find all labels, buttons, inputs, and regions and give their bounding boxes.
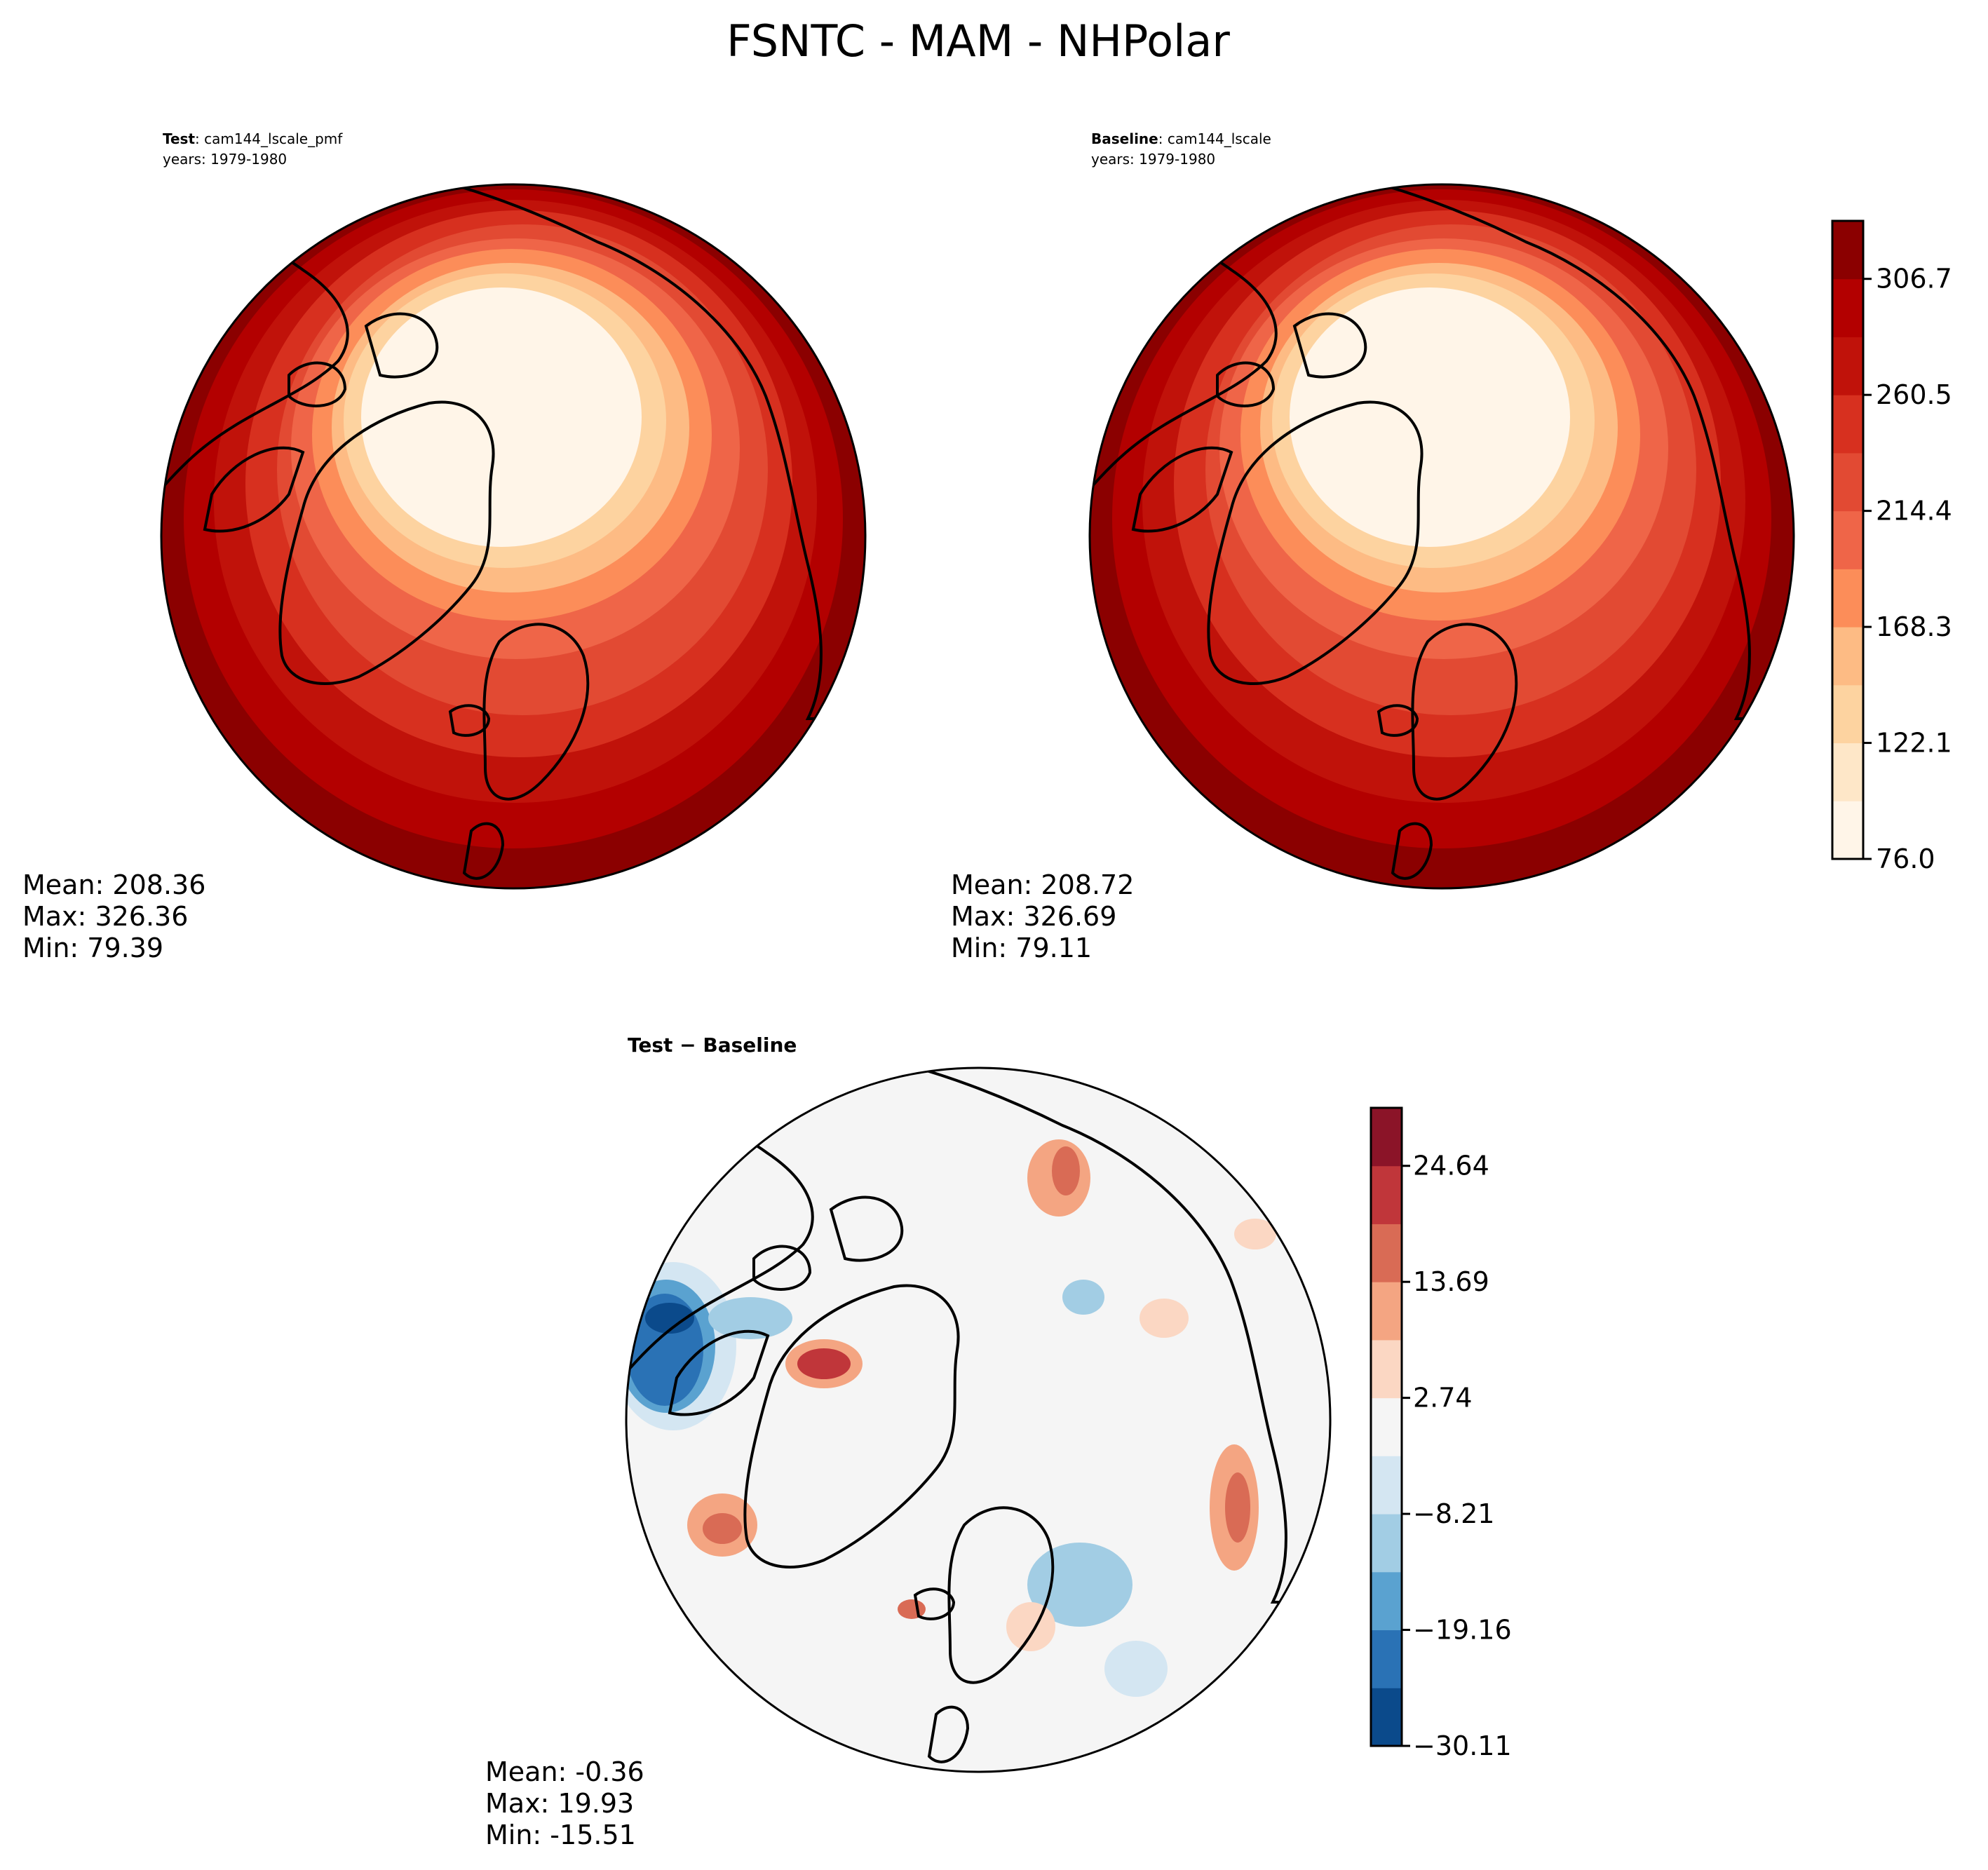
test-panel: Test: cam144_lscale_pmf years: 1979-1980… bbox=[22, 130, 867, 963]
main-colorbar-tick-label: 168.3 bbox=[1876, 611, 1952, 642]
diff-colorbar-tick-label: 24.64 bbox=[1413, 1151, 1489, 1181]
baseline-map-border bbox=[1088, 183, 1795, 890]
diff-colorbar-tick-label: −30.11 bbox=[1413, 1730, 1512, 1761]
main-colorbar-tick-label: 260.5 bbox=[1876, 379, 1952, 410]
diff-stat-min: Min: -15.51 bbox=[485, 1820, 636, 1850]
diff-colorbar-segment bbox=[1371, 1397, 1402, 1456]
main-colorbar-segment bbox=[1832, 684, 1863, 744]
diff-colorbar-segment bbox=[1371, 1571, 1402, 1631]
diff-colorbar-segment bbox=[1371, 1456, 1402, 1515]
main-colorbar-segment bbox=[1832, 221, 1863, 280]
test-label: Test: cam144_lscale_pmf bbox=[163, 130, 343, 147]
diff-colorbar-tick-label: −19.16 bbox=[1413, 1615, 1512, 1646]
diff-colorbar-segment bbox=[1371, 1108, 1402, 1167]
diff-colorbar-segment bbox=[1371, 1165, 1402, 1224]
diff-map bbox=[626, 1068, 1330, 1772]
baseline-label: Baseline: cam144_lscale bbox=[1091, 130, 1271, 147]
main-colorbar-segment bbox=[1832, 278, 1863, 337]
diff-colorbar-segment bbox=[1371, 1282, 1402, 1341]
baseline-stat-max: Max: 326.69 bbox=[951, 901, 1116, 932]
diff-colorbar-segment bbox=[1371, 1224, 1402, 1282]
baseline-panel: Baseline: cam144_lscale years: 1979-1980… bbox=[951, 130, 1795, 963]
diff-colorbar-tick-label: −8.21 bbox=[1413, 1498, 1494, 1529]
diff-colorbar-segment bbox=[1371, 1688, 1402, 1747]
baseline-stat-min: Min: 79.11 bbox=[951, 933, 1092, 963]
main-colorbar-segment bbox=[1832, 395, 1863, 454]
main-colorbar-segment bbox=[1832, 569, 1863, 628]
main-colorbar-tick-label: 214.4 bbox=[1876, 496, 1952, 527]
baseline-years: years: 1979-1980 bbox=[1091, 151, 1215, 168]
main-colorbar-tick-label: 122.1 bbox=[1876, 728, 1952, 759]
diff-colorbar-segment bbox=[1371, 1339, 1402, 1399]
diff-colorbar-tick-label: 2.74 bbox=[1413, 1383, 1473, 1414]
main-colorbar-segment bbox=[1832, 801, 1863, 860]
diff-stat-mean: Mean: -0.36 bbox=[485, 1756, 644, 1787]
test-stat-mean: Mean: 208.36 bbox=[22, 869, 205, 900]
main-colorbar: 76.0 122.1 168.3 214.4 260.5 306.7 bbox=[1831, 219, 1952, 874]
diff-colorbar-segment bbox=[1371, 1514, 1402, 1573]
main-colorbar-segment bbox=[1832, 337, 1863, 395]
baseline-map bbox=[1090, 184, 1794, 888]
diff-panel: Test − Baseline bbox=[485, 1034, 1332, 1850]
main-colorbar-segment bbox=[1832, 510, 1863, 569]
test-map-border bbox=[160, 183, 867, 890]
diff-map-border bbox=[625, 1066, 1332, 1773]
main-colorbar-segment bbox=[1832, 743, 1863, 801]
diff-colorbar-border bbox=[1370, 1106, 1403, 1747]
test-years: years: 1979-1980 bbox=[163, 151, 287, 168]
test-stat-min: Min: 79.39 bbox=[22, 933, 163, 963]
diff-colorbar: −30.11 −19.16 −8.21 2.74 13.69 24.64 bbox=[1370, 1106, 1512, 1761]
diff-colorbar-tick-label: 13.69 bbox=[1413, 1266, 1489, 1297]
diff-colorbar-segment bbox=[1371, 1630, 1402, 1688]
test-stat-max: Max: 326.36 bbox=[22, 901, 188, 932]
main-colorbar-tick-label: 76.0 bbox=[1876, 843, 1935, 874]
main-colorbar-segment bbox=[1832, 452, 1863, 512]
baseline-stat-mean: Mean: 208.72 bbox=[951, 869, 1134, 900]
diff-stat-max: Max: 19.93 bbox=[485, 1788, 634, 1819]
figure-title: FSNTC - MAM - NHPolar bbox=[726, 15, 1230, 67]
main-colorbar-border bbox=[1831, 219, 1865, 860]
diff-label: Test − Baseline bbox=[628, 1034, 797, 1057]
main-colorbar-tick-label: 306.7 bbox=[1876, 264, 1952, 294]
test-map bbox=[161, 184, 865, 888]
main-colorbar-segment bbox=[1832, 627, 1863, 686]
